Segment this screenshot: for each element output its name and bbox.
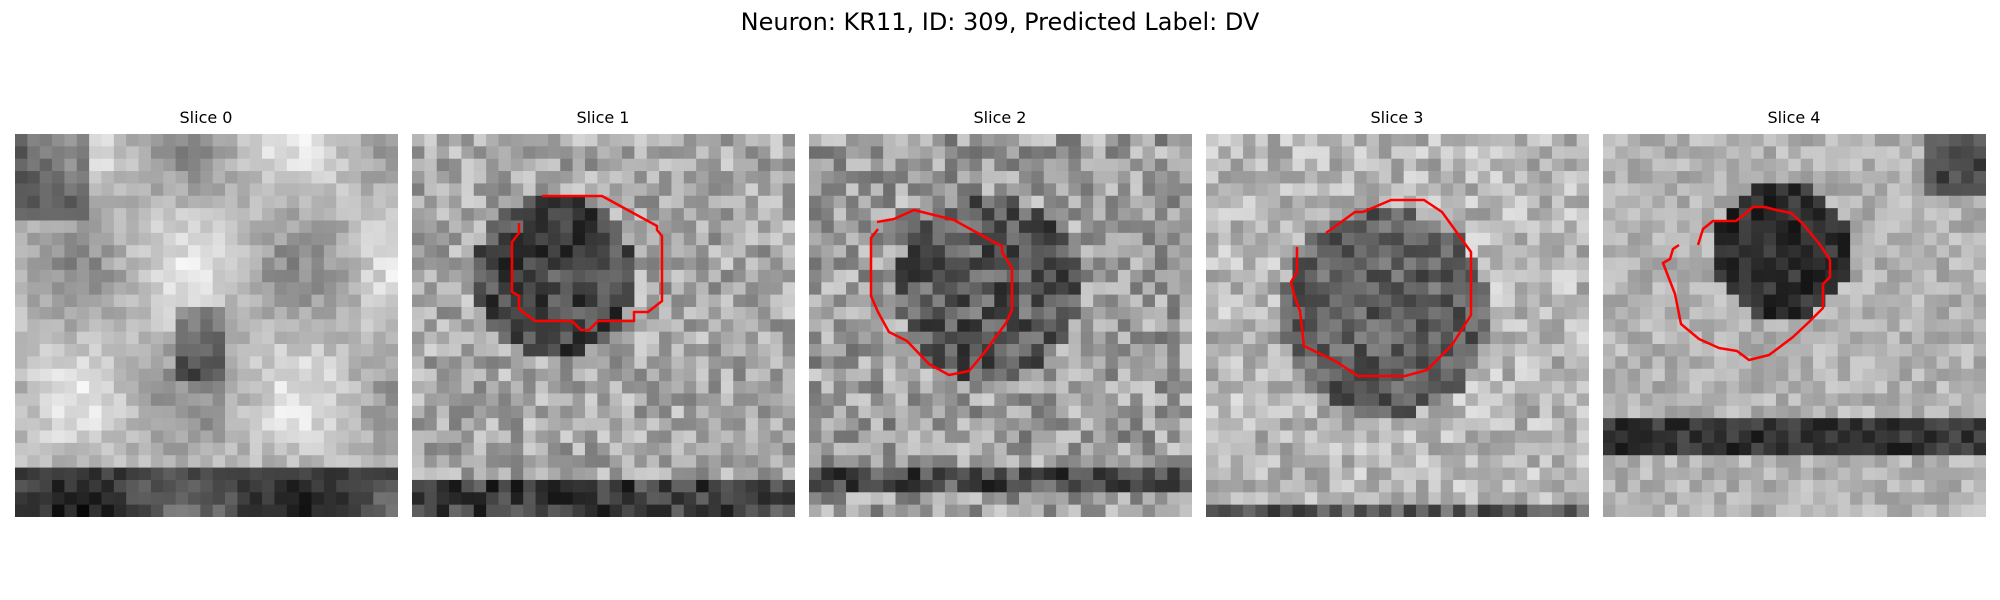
pixel-grid <box>15 134 398 517</box>
panel-title-slice-3: Slice 3 <box>1370 108 1424 127</box>
panel-title-slice-1: Slice 1 <box>576 108 630 127</box>
pixel-grid <box>412 134 795 517</box>
figure-title: Neuron: KR11, ID: 309, Predicted Label: … <box>740 8 1260 36</box>
slice-2-image <box>809 134 1192 517</box>
pixel-grid <box>1206 134 1589 517</box>
pixel-grid <box>1603 134 1986 517</box>
slice-3-image <box>1206 134 1589 517</box>
slice-0-image <box>15 134 398 517</box>
roi-contour <box>1661 205 1832 362</box>
pixel-grid <box>809 134 1192 517</box>
panel-title-slice-0: Slice 0 <box>179 108 233 127</box>
panel-title-slice-4: Slice 4 <box>1767 108 1821 127</box>
roi-contour <box>510 194 664 332</box>
panel-title-slice-2: Slice 2 <box>973 108 1027 127</box>
roi-contour <box>869 208 1014 377</box>
slice-4-image <box>1603 134 1986 517</box>
slice-1-image <box>412 134 795 517</box>
roi-contour <box>1289 198 1473 378</box>
